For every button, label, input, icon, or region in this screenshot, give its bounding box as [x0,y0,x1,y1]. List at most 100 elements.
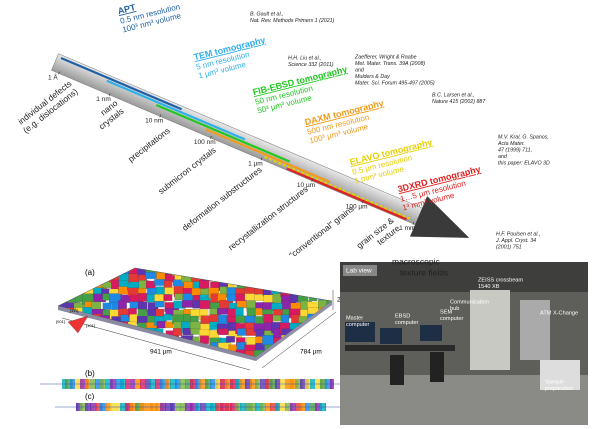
grain [164,287,175,295]
reference: this paper: ELAVO 3D [498,160,550,166]
grain [246,268,256,278]
grain [226,294,237,302]
grain [138,343,148,350]
scale-label: 1 nm [96,96,110,103]
grain [272,281,282,288]
grain [280,349,291,357]
grain [66,281,76,292]
grain [156,321,167,329]
grain [255,268,265,276]
grain [290,280,301,288]
photo-label: Master [346,315,363,321]
reference: Zaefferer, Wright & Raabe [354,54,417,60]
photo-label: computer [395,320,418,326]
reference: Mater. Sci. Forum 495-497 (2005) [355,80,435,86]
grain [65,268,80,276]
grain [280,273,293,281]
photo-label: ZEISS crossbeam [478,277,523,283]
grain [308,273,322,284]
grain [308,335,321,347]
ipf-label: [001] [56,319,65,324]
feature-label: precipitations [126,125,172,164]
grain [218,328,229,335]
map-side [58,306,256,361]
dimension-label: 941 µm [150,349,172,356]
feature-label: "conventional" grains [287,204,356,261]
grain [200,335,209,344]
grain [217,272,231,282]
grain [308,268,322,275]
photo-label: EBSD [395,313,410,319]
grain [120,351,133,357]
grain [58,350,68,357]
scale-tick [210,135,212,139]
grain [138,293,149,302]
scale-tick [260,157,263,161]
grain [82,280,93,290]
grain [127,356,137,357]
grain [326,344,332,354]
grain [325,268,332,277]
grain [85,357,96,368]
grain [318,286,328,298]
grain [209,268,221,279]
grain [246,307,257,317]
grain [217,308,229,315]
grain [281,268,296,274]
grain [58,268,65,275]
dimension-line [261,311,337,369]
grain [58,323,66,332]
scale-label: 1 Å [48,73,58,82]
reference: Nature 415 (2002) 887 [432,99,486,105]
grain [236,300,247,309]
grain [298,359,308,369]
grain [262,272,275,280]
grain [75,351,90,357]
reference: H.H. Liu et al., [288,55,322,61]
grain [155,268,166,274]
map-side [256,301,332,361]
scale-tick [311,178,314,182]
grain [175,359,187,366]
grain [84,337,97,347]
lab-photo [340,262,588,425]
grain [318,328,331,339]
feature-label: texture fields [400,267,448,277]
reference: and [498,154,508,160]
photo-label: hub [450,306,459,312]
grain [192,268,201,276]
grain [64,273,75,282]
photo-label: computer [440,316,463,322]
scale-tick [412,221,415,225]
feature: grain size &texture [354,215,402,250]
grain [209,358,222,367]
reference: J. Appl. Cryst. 34 [495,238,536,244]
grain [146,280,156,289]
grain [316,272,325,282]
grain [244,315,256,324]
grain [146,356,157,357]
technique-name: APT [117,2,137,16]
grain [111,351,121,357]
scale-label: 1 mm [399,225,415,232]
grain [327,308,332,316]
feature: individual defects(e.g. dislocations) [16,78,80,135]
grain [271,302,284,311]
scale-arrow [51,53,470,238]
feature-label: recrystallization structures [226,184,310,252]
grain [299,287,309,297]
grain [73,281,88,290]
scale-tick [108,92,111,96]
photo-label: Communication [450,299,489,305]
grain [155,358,167,367]
reference: H.F. Poulsen et al., [496,231,540,237]
grain [263,268,276,275]
grain [297,293,309,303]
grain [174,350,189,357]
grain [100,351,113,357]
technique-range [155,103,291,163]
ipf-label: [111] [70,308,78,313]
photo-label: SEM [440,309,452,315]
